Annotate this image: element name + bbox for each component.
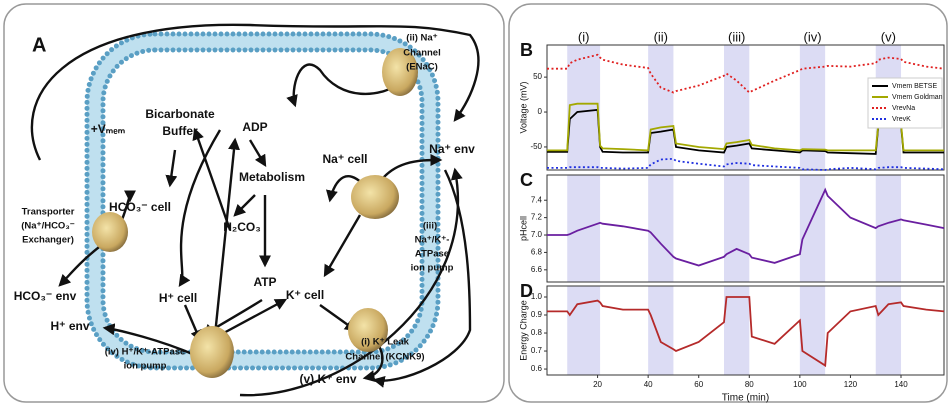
y-tick-label: 7.4 — [531, 195, 543, 204]
band-label: (ii) — [654, 29, 668, 44]
y-tick-label: 0.8 — [531, 328, 543, 337]
y-tick-label: 7.0 — [531, 230, 543, 239]
highlight-band — [875, 286, 902, 375]
x-tick-label: 20 — [593, 380, 602, 389]
panel-label: C — [520, 170, 533, 190]
diagram-label: ATPase — [415, 249, 449, 260]
band-label: (iv) — [803, 29, 821, 44]
diagram-label: Transporter — [22, 207, 75, 218]
highlight-band — [799, 175, 826, 282]
diagram-label: (i) K⁺ Leak — [361, 337, 409, 348]
band-label: (v) — [881, 29, 896, 44]
series-line — [547, 296, 945, 368]
legend-label: VrevK — [892, 116, 911, 123]
diagram-label: Bicarbonate — [145, 107, 215, 121]
membrane — [84, 31, 441, 371]
diagram-label: Na⁺ cell — [322, 152, 367, 166]
x-axis-label: Time (min) — [722, 393, 769, 404]
plot-frame — [546, 285, 945, 376]
diagram-labels: +Vₘₑₘ Bicarbonate Buffer ADP Na⁺ cell Na⁺ env… — [14, 33, 475, 387]
diagram-label: H⁺ env — [50, 319, 89, 333]
legend-label: Vmem BETSE — [892, 83, 937, 90]
diagram-label: +Vₘₑₘ — [91, 122, 125, 136]
series-line — [547, 53, 945, 94]
legend-label: Vmem Goldman — [892, 94, 943, 101]
diagram-label: Channel — [403, 48, 440, 59]
highlight-band — [648, 175, 674, 282]
x-tick-label: 100 — [793, 380, 807, 389]
x-tick-label: 60 — [694, 380, 703, 389]
y-tick-label: 7.2 — [531, 213, 543, 222]
y-tick-label: 0.6 — [531, 364, 543, 373]
y-axis-label: Energy Charge — [518, 300, 528, 361]
diagram-label: ATP — [253, 275, 276, 289]
highlight-band — [567, 45, 601, 170]
y-tick-label: -50 — [530, 142, 542, 151]
diagram-label: ion pump — [124, 361, 167, 372]
series-line — [547, 187, 945, 267]
diagram-label: Channel (KCNK9) — [345, 352, 424, 363]
panel-label: A — [32, 34, 46, 56]
panel-a-frame — [3, 3, 505, 403]
y-axis-label: pHcell — [518, 216, 528, 241]
diagram-label: Na⁺ env — [429, 142, 475, 156]
band-label: (iii) — [728, 29, 745, 44]
x-tick-label: 120 — [844, 380, 858, 389]
diagram-label: ion pump — [411, 263, 454, 274]
proteins — [92, 48, 418, 378]
diagram-label: HCO₃⁻ env — [14, 289, 77, 303]
y-tick-label: 6.6 — [531, 265, 543, 274]
diagram-label: (iii) — [423, 221, 437, 232]
y-tick-label: 0 — [538, 107, 543, 116]
highlight-band — [567, 286, 601, 375]
diagram-label: (iv) H⁺/K⁺-ATPase — [105, 347, 186, 358]
x-tick-label: 40 — [644, 380, 653, 389]
band-label: (i) — [578, 29, 590, 44]
y-tick-label: 6.8 — [531, 248, 543, 257]
diagram-label: HCO₃⁻ cell — [109, 200, 171, 214]
x-tick-label: 140 — [894, 380, 908, 389]
diagram-label: H₂CO₃ — [223, 220, 261, 234]
series-line — [547, 157, 945, 171]
highlight-band — [799, 286, 826, 375]
highlight-band — [724, 286, 750, 375]
diagram-label: Buffer — [162, 124, 198, 138]
plot-frame — [546, 44, 945, 171]
diagram-label: Exchanger) — [22, 235, 74, 246]
plot-frame — [546, 174, 945, 283]
diagram-label: H⁺ cell — [159, 291, 197, 305]
y-tick-label: 0.9 — [531, 310, 543, 319]
y-tick-label: 1.0 — [531, 292, 543, 301]
highlight-band — [724, 175, 750, 282]
diagram-label: (ii) Na⁺ — [406, 33, 437, 44]
diagram-label: Metabolism — [239, 170, 305, 184]
highlight-band — [724, 45, 750, 170]
highlight-band — [875, 175, 902, 282]
series-line — [547, 102, 944, 152]
diagram-label: K⁺ cell — [286, 288, 324, 302]
highlight-band — [648, 286, 674, 375]
y-axis-label: Voltage (mV) — [518, 81, 528, 133]
panel-label: B — [520, 40, 533, 60]
diagram-label: (v) K⁺ env — [299, 372, 356, 386]
diagram-label: (ENaC) — [406, 62, 438, 73]
diagram-label: (Na⁺/HCO₃⁻ — [21, 221, 74, 232]
legend-label: VrevNa — [892, 105, 915, 112]
x-tick-label: 80 — [745, 380, 754, 389]
diagram-label: Na⁺/K⁺- — [415, 235, 450, 246]
panel-label: D — [520, 281, 533, 301]
diagram-label: ADP — [242, 120, 267, 134]
y-tick-label: 0.7 — [531, 346, 543, 355]
highlight-band — [648, 45, 674, 170]
y-tick-label: 50 — [533, 72, 542, 81]
